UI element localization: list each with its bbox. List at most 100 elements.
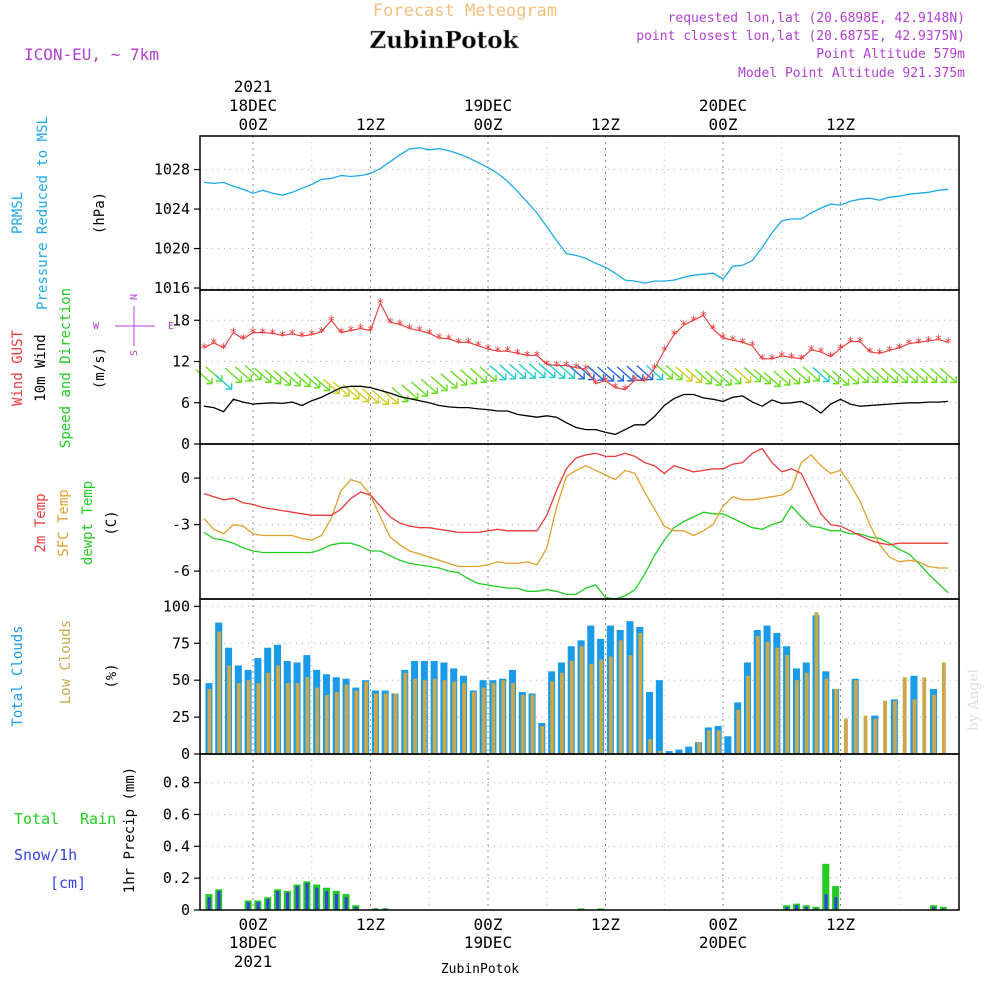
low-cloud-bar [706, 730, 711, 754]
y-tick-label: 0.8 [163, 774, 190, 792]
temperature-frame [199, 443, 960, 600]
wind-arrow [920, 367, 938, 383]
wind-arrow-head [352, 392, 360, 400]
gust-marker: * [700, 309, 708, 324]
gust-marker: * [611, 382, 619, 397]
total-cloud-bar [675, 749, 683, 754]
y-tick-label: 18 [172, 311, 190, 329]
precip-bars [205, 863, 947, 910]
wind10-series-line [203, 385, 949, 436]
wind-arrow [871, 367, 889, 383]
wind-arrow [587, 365, 605, 381]
wind-arrow-head [940, 376, 948, 383]
gust-marker: * [249, 327, 257, 342]
wind-arrow-head [881, 376, 889, 383]
dewpoint-series-line [203, 504, 949, 600]
cloud-bars [205, 612, 946, 754]
wind-arrow-head [206, 377, 213, 385]
wind-arrow [391, 386, 409, 403]
wind-arrow-head [950, 376, 957, 383]
wind-arrow [459, 369, 477, 385]
y-tick-label: 12 [172, 353, 190, 371]
gust-label: Wind GUST [10, 330, 26, 406]
wind-arrow [508, 363, 526, 379]
wind-arrow [724, 369, 742, 385]
wind-arrow [410, 381, 428, 397]
low-cloud-bar [452, 681, 457, 754]
low-cloud-bar [775, 647, 780, 754]
precip-unit: 1hr Precip (mm) [122, 767, 138, 893]
model-altitude: Model Point Altitude 921.375m [738, 66, 965, 81]
low-cloud-bar [422, 680, 427, 754]
gust-marker: * [729, 334, 737, 349]
snow-bar [325, 890, 329, 910]
gust-marker: * [445, 333, 453, 348]
gust-marker: * [748, 340, 756, 355]
total-cloud-bar [665, 751, 673, 754]
wind-arrow [195, 369, 213, 385]
low-cloud-bar [863, 715, 868, 754]
low-cloud-bar [648, 739, 653, 754]
wind-arrow-head [313, 381, 321, 389]
low-cloud-bar [599, 659, 604, 754]
wind-arrow-head [803, 376, 811, 383]
wind-arrow [685, 367, 703, 383]
gust-marker: * [768, 353, 776, 368]
gust-marker: * [651, 362, 659, 377]
bottom-day-label: 19DEC [464, 933, 512, 952]
wind-arrow [401, 384, 419, 400]
wind-arrow [215, 374, 233, 390]
snow-bar [276, 890, 280, 910]
pressure-unit: (hPa) [92, 192, 108, 234]
low-cloud-bar [364, 681, 369, 754]
gust-marker: * [455, 336, 463, 351]
gust-marker: * [788, 351, 796, 366]
gust-marker: * [837, 342, 845, 357]
wind-arrow [499, 364, 517, 380]
wind-arrow-head [245, 374, 252, 382]
gust-marker: * [337, 327, 345, 342]
top-day-label: 19DEC [464, 96, 512, 115]
wind-arrow [812, 367, 830, 383]
low-cloud-bar [432, 678, 437, 754]
low-cloud-bar [785, 655, 790, 754]
wind-arrow-head [274, 377, 282, 385]
low-cloud-bar [892, 700, 897, 754]
wind-arrow-head [920, 376, 928, 383]
low-cloud-bar [618, 640, 623, 754]
wind-arrow-head [264, 376, 272, 383]
low-cloud-bar [814, 612, 819, 754]
wind-arrow-head [343, 390, 350, 397]
wind-arrow-head [392, 397, 399, 405]
gust-marker: * [562, 360, 570, 375]
low-cloud-bar [403, 672, 408, 754]
top-year: 2021 [234, 77, 273, 96]
wind-arrow [773, 370, 791, 386]
gust-marker: * [318, 326, 326, 341]
snow-bar [285, 892, 290, 910]
gust-marker: * [396, 318, 404, 333]
wind-arrow [332, 381, 350, 397]
low-cloud-bar [462, 683, 466, 754]
wind-arrow [743, 367, 761, 383]
wind-arrow [880, 367, 898, 383]
gust-marker: * [308, 329, 316, 344]
wind-arrow-head [783, 379, 791, 386]
wind-arrow-head [754, 375, 762, 383]
snow-label: Snow/1h [14, 846, 77, 864]
wind-arrow-head [235, 376, 243, 383]
wind-arrow [293, 371, 311, 387]
bottom-day-label: 20DEC [699, 933, 747, 952]
wind-arrow-head [578, 372, 585, 380]
wind-arrow-head [362, 395, 370, 403]
wind-arrow-head [676, 373, 683, 381]
snow-bar [814, 908, 818, 910]
gust-marker: * [347, 325, 355, 340]
gust-marker: * [876, 347, 884, 362]
low-cloud-bar [804, 672, 809, 754]
sfc-label: SFC Temp [56, 489, 72, 556]
wind-direction-arrows [195, 362, 957, 405]
wind-arrow [939, 367, 957, 383]
y-tick-label: 1024 [154, 200, 190, 218]
wind-arrow [792, 367, 810, 383]
